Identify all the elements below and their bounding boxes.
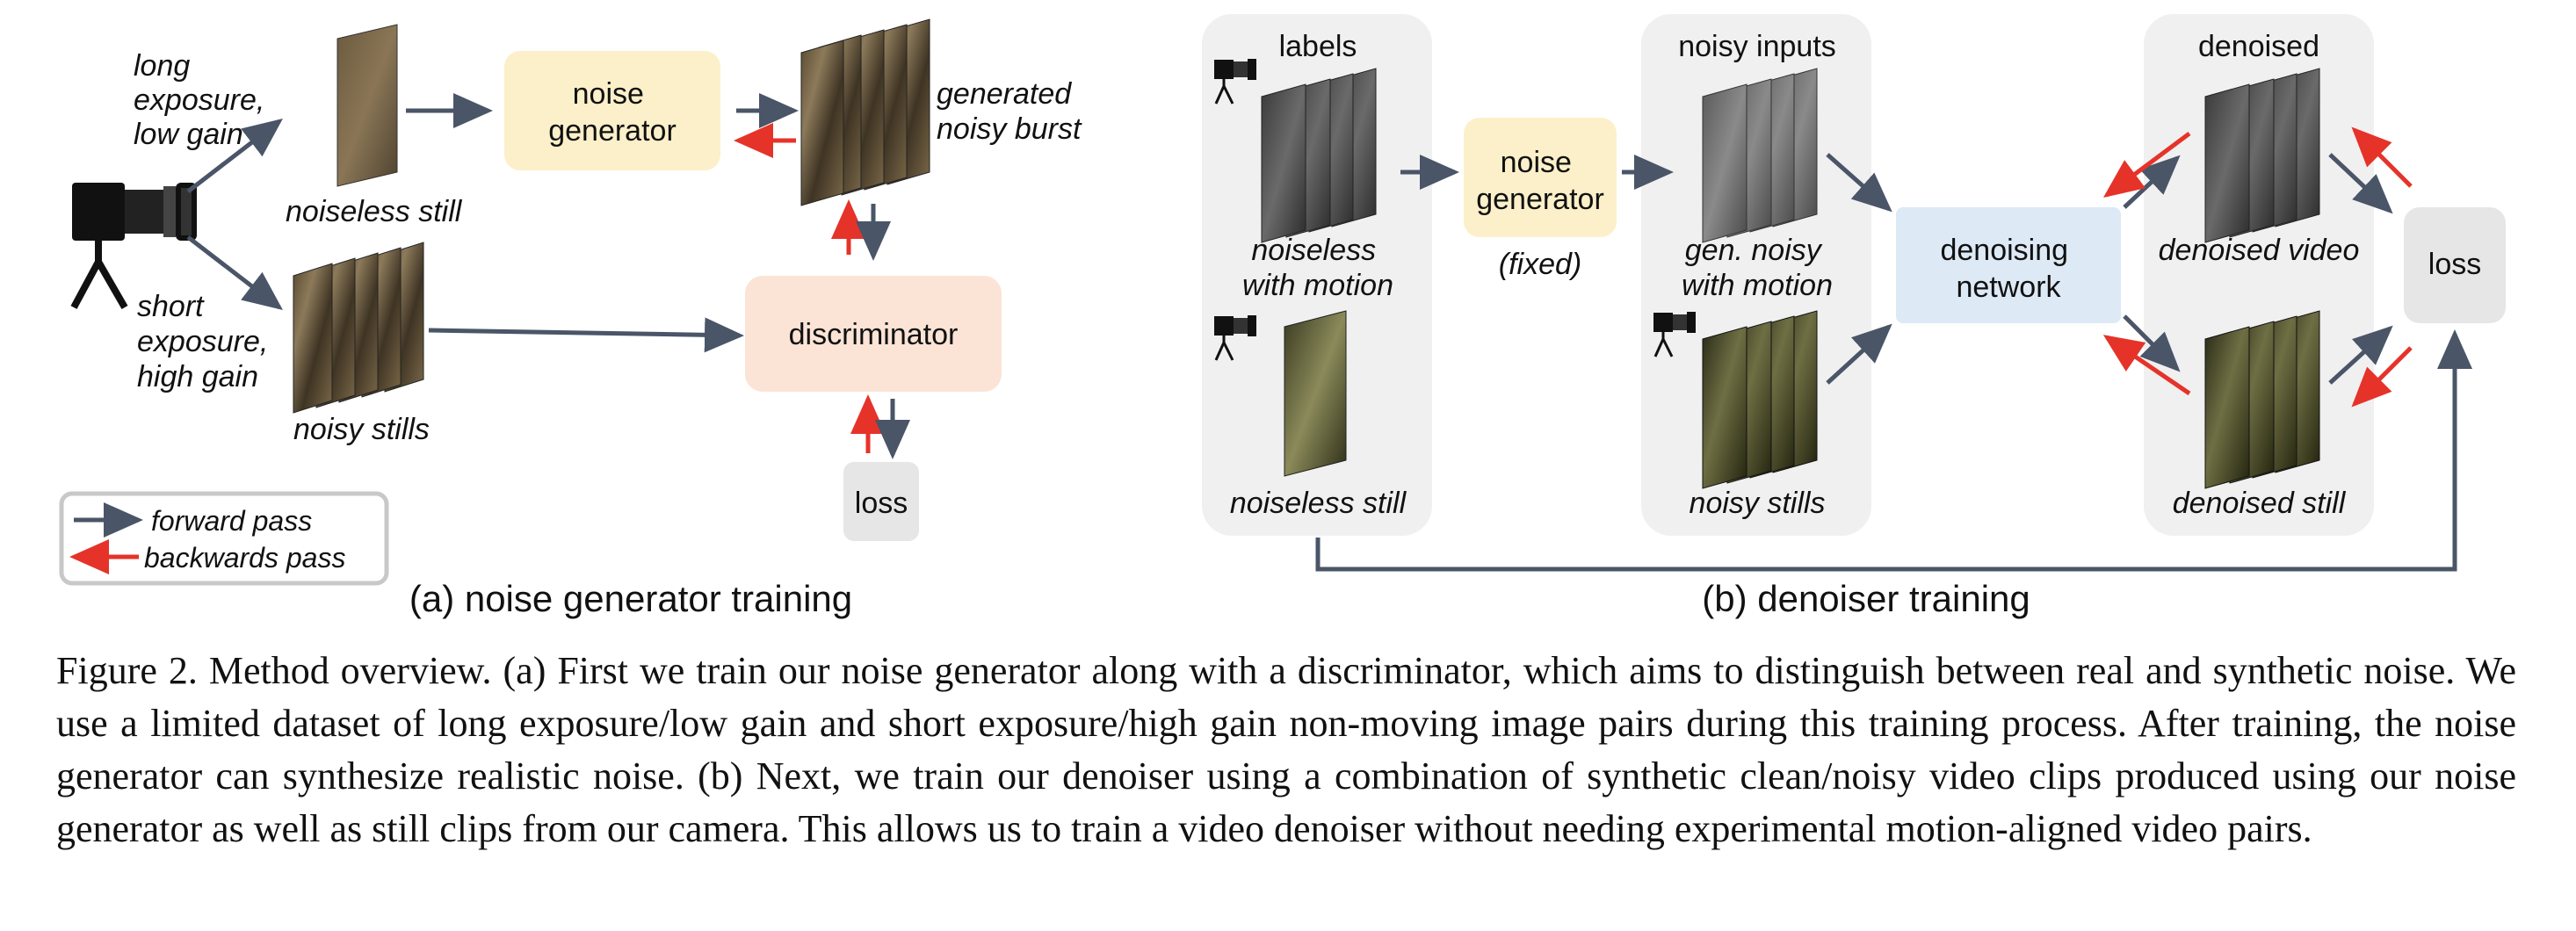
generated-noisy-burst-label: generated noisy burst — [937, 77, 1082, 146]
arrow-network-to-denoised-still — [2123, 314, 2181, 372]
method-diagram: long exposure, low gain short exposure, … — [59, 14, 2506, 619]
arrow-network-to-denoised-video — [2123, 155, 2181, 209]
arrow-camera-to-noisy — [186, 235, 283, 311]
short-exposure-label: short exposure, high gain — [137, 290, 277, 393]
arrow-noisy-to-disc — [428, 317, 744, 353]
legend-forward-label: forward pass — [151, 505, 312, 537]
noiseless-still-image-b — [1284, 310, 1347, 477]
loss-box-a — [843, 462, 919, 541]
noisy-inputs-header: noisy inputs — [1678, 30, 1836, 63]
fixed-label: (fixed) — [1499, 248, 1581, 281]
noise-generator-label-b: noise generator — [1476, 146, 1604, 216]
discriminator-box — [745, 276, 1002, 392]
denoised-video-stack — [2204, 68, 2320, 243]
noiseless-still-label: noiseless still — [286, 195, 463, 228]
arrow-noiseless-still-to-loss — [1315, 329, 2472, 572]
denoised-still-label: denoised still — [2173, 487, 2347, 520]
noiseless-with-motion-label: noiseless with motion — [1242, 234, 1393, 302]
arrow-video-to-network-back — [2102, 131, 2191, 198]
noiseless-with-motion-stack — [1261, 68, 1377, 243]
denoising-network-label: denoising network — [1940, 234, 2076, 304]
long-exposure-label: long exposure, low gain — [134, 49, 273, 151]
loss-box-b — [2404, 207, 2506, 323]
denoising-network-box — [1896, 207, 2121, 323]
discriminator-label: discriminator — [789, 318, 959, 351]
noise-generator-box-b — [1464, 118, 1617, 237]
noisy-stills-label-b: noisy stills — [1690, 487, 1826, 520]
arrow-gen-noisy-to-network — [1826, 153, 1892, 213]
panel-a-title: (a) noise generator training — [409, 578, 852, 619]
legend-backward-label: backwards pass — [144, 542, 345, 574]
noiseless-still-label-b: noiseless still — [1230, 487, 1407, 520]
camera-icon — [1214, 59, 1256, 105]
noise-generator-label: noise generator — [548, 77, 677, 148]
generated-noisy-burst-stack — [800, 18, 930, 206]
arrow-video-to-loss — [2328, 153, 2393, 214]
arrow-noisy-stills-to-network — [1826, 323, 1892, 385]
arrow-loss-to-still-back — [2351, 346, 2413, 408]
noise-generator-box — [504, 51, 720, 170]
gen-noisy-with-motion-stack — [1702, 68, 1818, 243]
camera-icon — [1653, 312, 1696, 357]
panel-b-title: (b) denoiser training — [1702, 578, 2030, 619]
figure-caption: Figure 2. Method overview. (a) First we … — [56, 649, 2516, 850]
arrow-still-to-network-back — [2102, 335, 2191, 396]
camera-icon — [70, 183, 197, 309]
camera-icon — [1214, 315, 1256, 361]
arrow-loss-to-video-back — [2351, 126, 2413, 188]
noisy-stills-stack — [293, 242, 424, 414]
gen-noisy-with-motion-label: gen. noisy with motion — [1682, 234, 1833, 302]
denoised-header: denoised — [2198, 30, 2319, 63]
denoised-still-stack — [2204, 310, 2320, 489]
loss-label-a: loss — [855, 487, 908, 520]
noisy-stills-stack-b — [1702, 310, 1818, 489]
loss-label-b: loss — [2428, 248, 2481, 281]
labels-header: labels — [1279, 30, 1357, 63]
arrow-camera-to-noiseless — [186, 118, 283, 193]
arrow-still-to-loss — [2328, 325, 2393, 385]
noisy-stills-label: noisy stills — [293, 413, 430, 446]
denoised-video-label: denoised video — [2159, 234, 2360, 267]
noiseless-still-image — [336, 24, 398, 187]
